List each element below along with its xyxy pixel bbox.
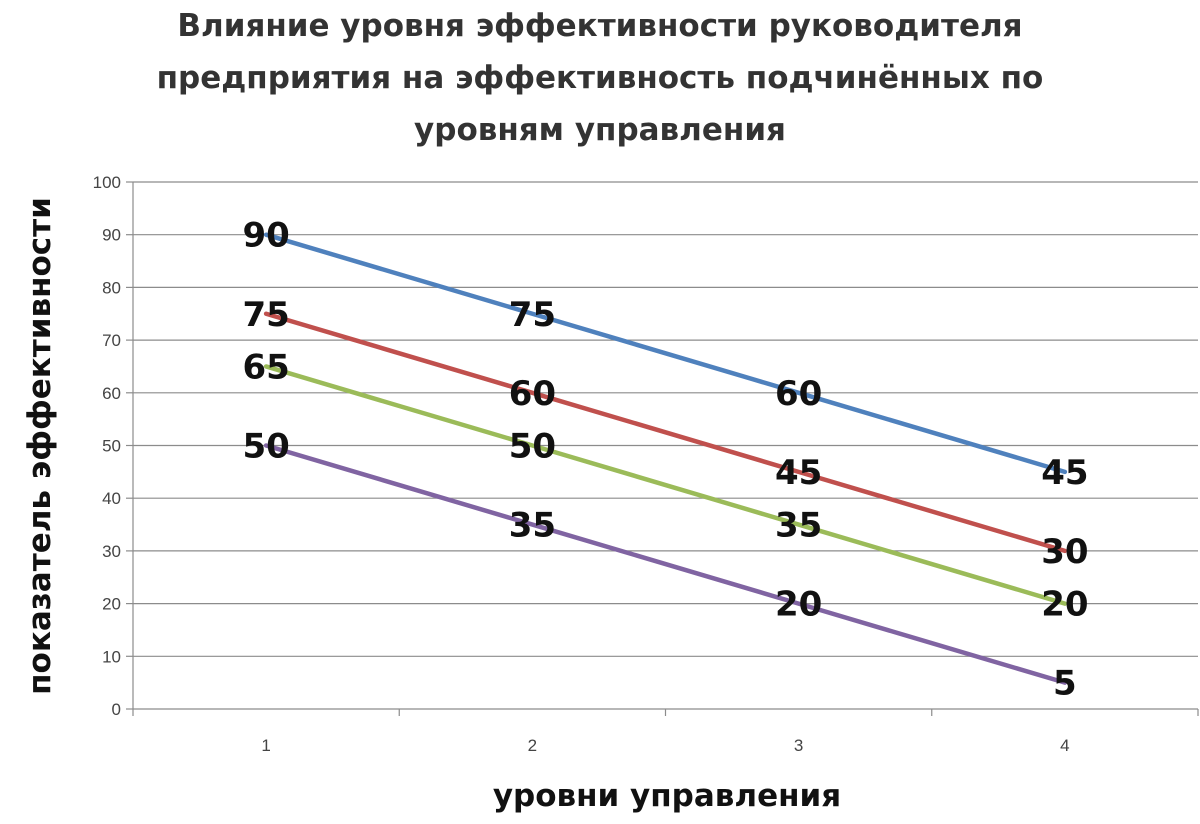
data-label: 75: [509, 295, 556, 335]
gridlines: [133, 181, 1198, 657]
data-label: 20: [775, 585, 822, 625]
chart-title: Влияние уровня эффективности руководител…: [60, 0, 1140, 156]
data-label: 35: [775, 506, 822, 546]
y-tick-label: 90: [102, 226, 121, 245]
x-tick-label: 4: [1060, 736, 1069, 755]
data-label: 20: [1041, 585, 1088, 625]
data-label: 60: [509, 374, 556, 414]
x-tick-label: 2: [528, 736, 537, 755]
y-tick-label: 50: [102, 437, 121, 456]
data-label: 30: [1041, 532, 1088, 572]
data-label: 90: [242, 216, 289, 256]
axes: [126, 181, 1199, 716]
data-label: 45: [1041, 453, 1088, 493]
data-label: 50: [242, 427, 289, 467]
chart-title-line: предприятия на эффективность подчинённых…: [156, 60, 1044, 96]
x-axis-title: уровни управления: [493, 778, 841, 814]
y-tick-label: 0: [112, 700, 121, 719]
data-label: 75: [242, 295, 289, 335]
y-tick-labels: 0 10 20 30 40 50 60 70 80 90 100: [93, 173, 121, 719]
series-line: [263, 364, 1068, 606]
x-tick-labels: 1 2 3 4: [261, 736, 1069, 755]
y-tick-label: 100: [93, 173, 121, 192]
data-label: 60: [775, 374, 822, 414]
series-line: [263, 232, 1068, 475]
y-tick-label: 60: [102, 384, 121, 403]
y-tick-label: 20: [102, 595, 121, 614]
series-line: [263, 443, 1068, 685]
data-label: 45: [775, 453, 822, 493]
data-label: 35: [509, 506, 556, 546]
y-tick-label: 10: [102, 647, 121, 666]
data-labels: 90 75 60 45 75 60 45 30 65 50 35 20 50 35 20 5: [242, 216, 1088, 704]
y-axis-title: показатель эффективности: [22, 197, 58, 695]
chart-title-line: Влияние уровня эффективности руководител…: [177, 8, 1023, 44]
y-tick-label: 80: [102, 278, 121, 297]
y-tick-label: 30: [102, 542, 121, 561]
x-tick-label: 3: [794, 736, 803, 755]
data-label: 5: [1053, 664, 1077, 704]
y-tick-label: 70: [102, 331, 121, 350]
y-tick-label: 40: [102, 489, 121, 508]
series-line: [263, 311, 1068, 554]
chart-title-line: уровням управления: [414, 112, 786, 148]
data-label: 65: [242, 347, 289, 387]
data-label: 50: [509, 427, 556, 467]
series-lines: [263, 232, 1068, 685]
x-tick-label: 1: [261, 736, 270, 755]
